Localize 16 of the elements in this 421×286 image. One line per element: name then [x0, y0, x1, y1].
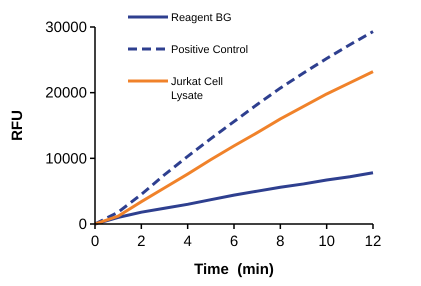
x-tick-label: 4	[183, 233, 192, 250]
y-tick-label: 0	[78, 216, 87, 233]
x-axis-title: Time (min)	[194, 261, 274, 278]
x-tick-label: 2	[137, 233, 146, 250]
x-tick-label: 12	[364, 233, 382, 250]
y-tick-label: 10000	[45, 150, 87, 168]
x-tick-label: 10	[318, 233, 336, 250]
y-tick-label: 30000	[45, 19, 87, 36]
y-axis-title: RFU	[9, 110, 26, 141]
x-tick-label: 6	[230, 233, 238, 250]
x-tick-label: 0	[90, 233, 100, 250]
legend-label: Positive Control	[171, 44, 248, 56]
y-tick-label: 20000	[45, 84, 87, 102]
x-tick-label: 8	[276, 233, 285, 250]
legend-label: Jurkat Cell Lysate	[171, 76, 223, 102]
legend-label: Reagent BG	[171, 12, 232, 24]
